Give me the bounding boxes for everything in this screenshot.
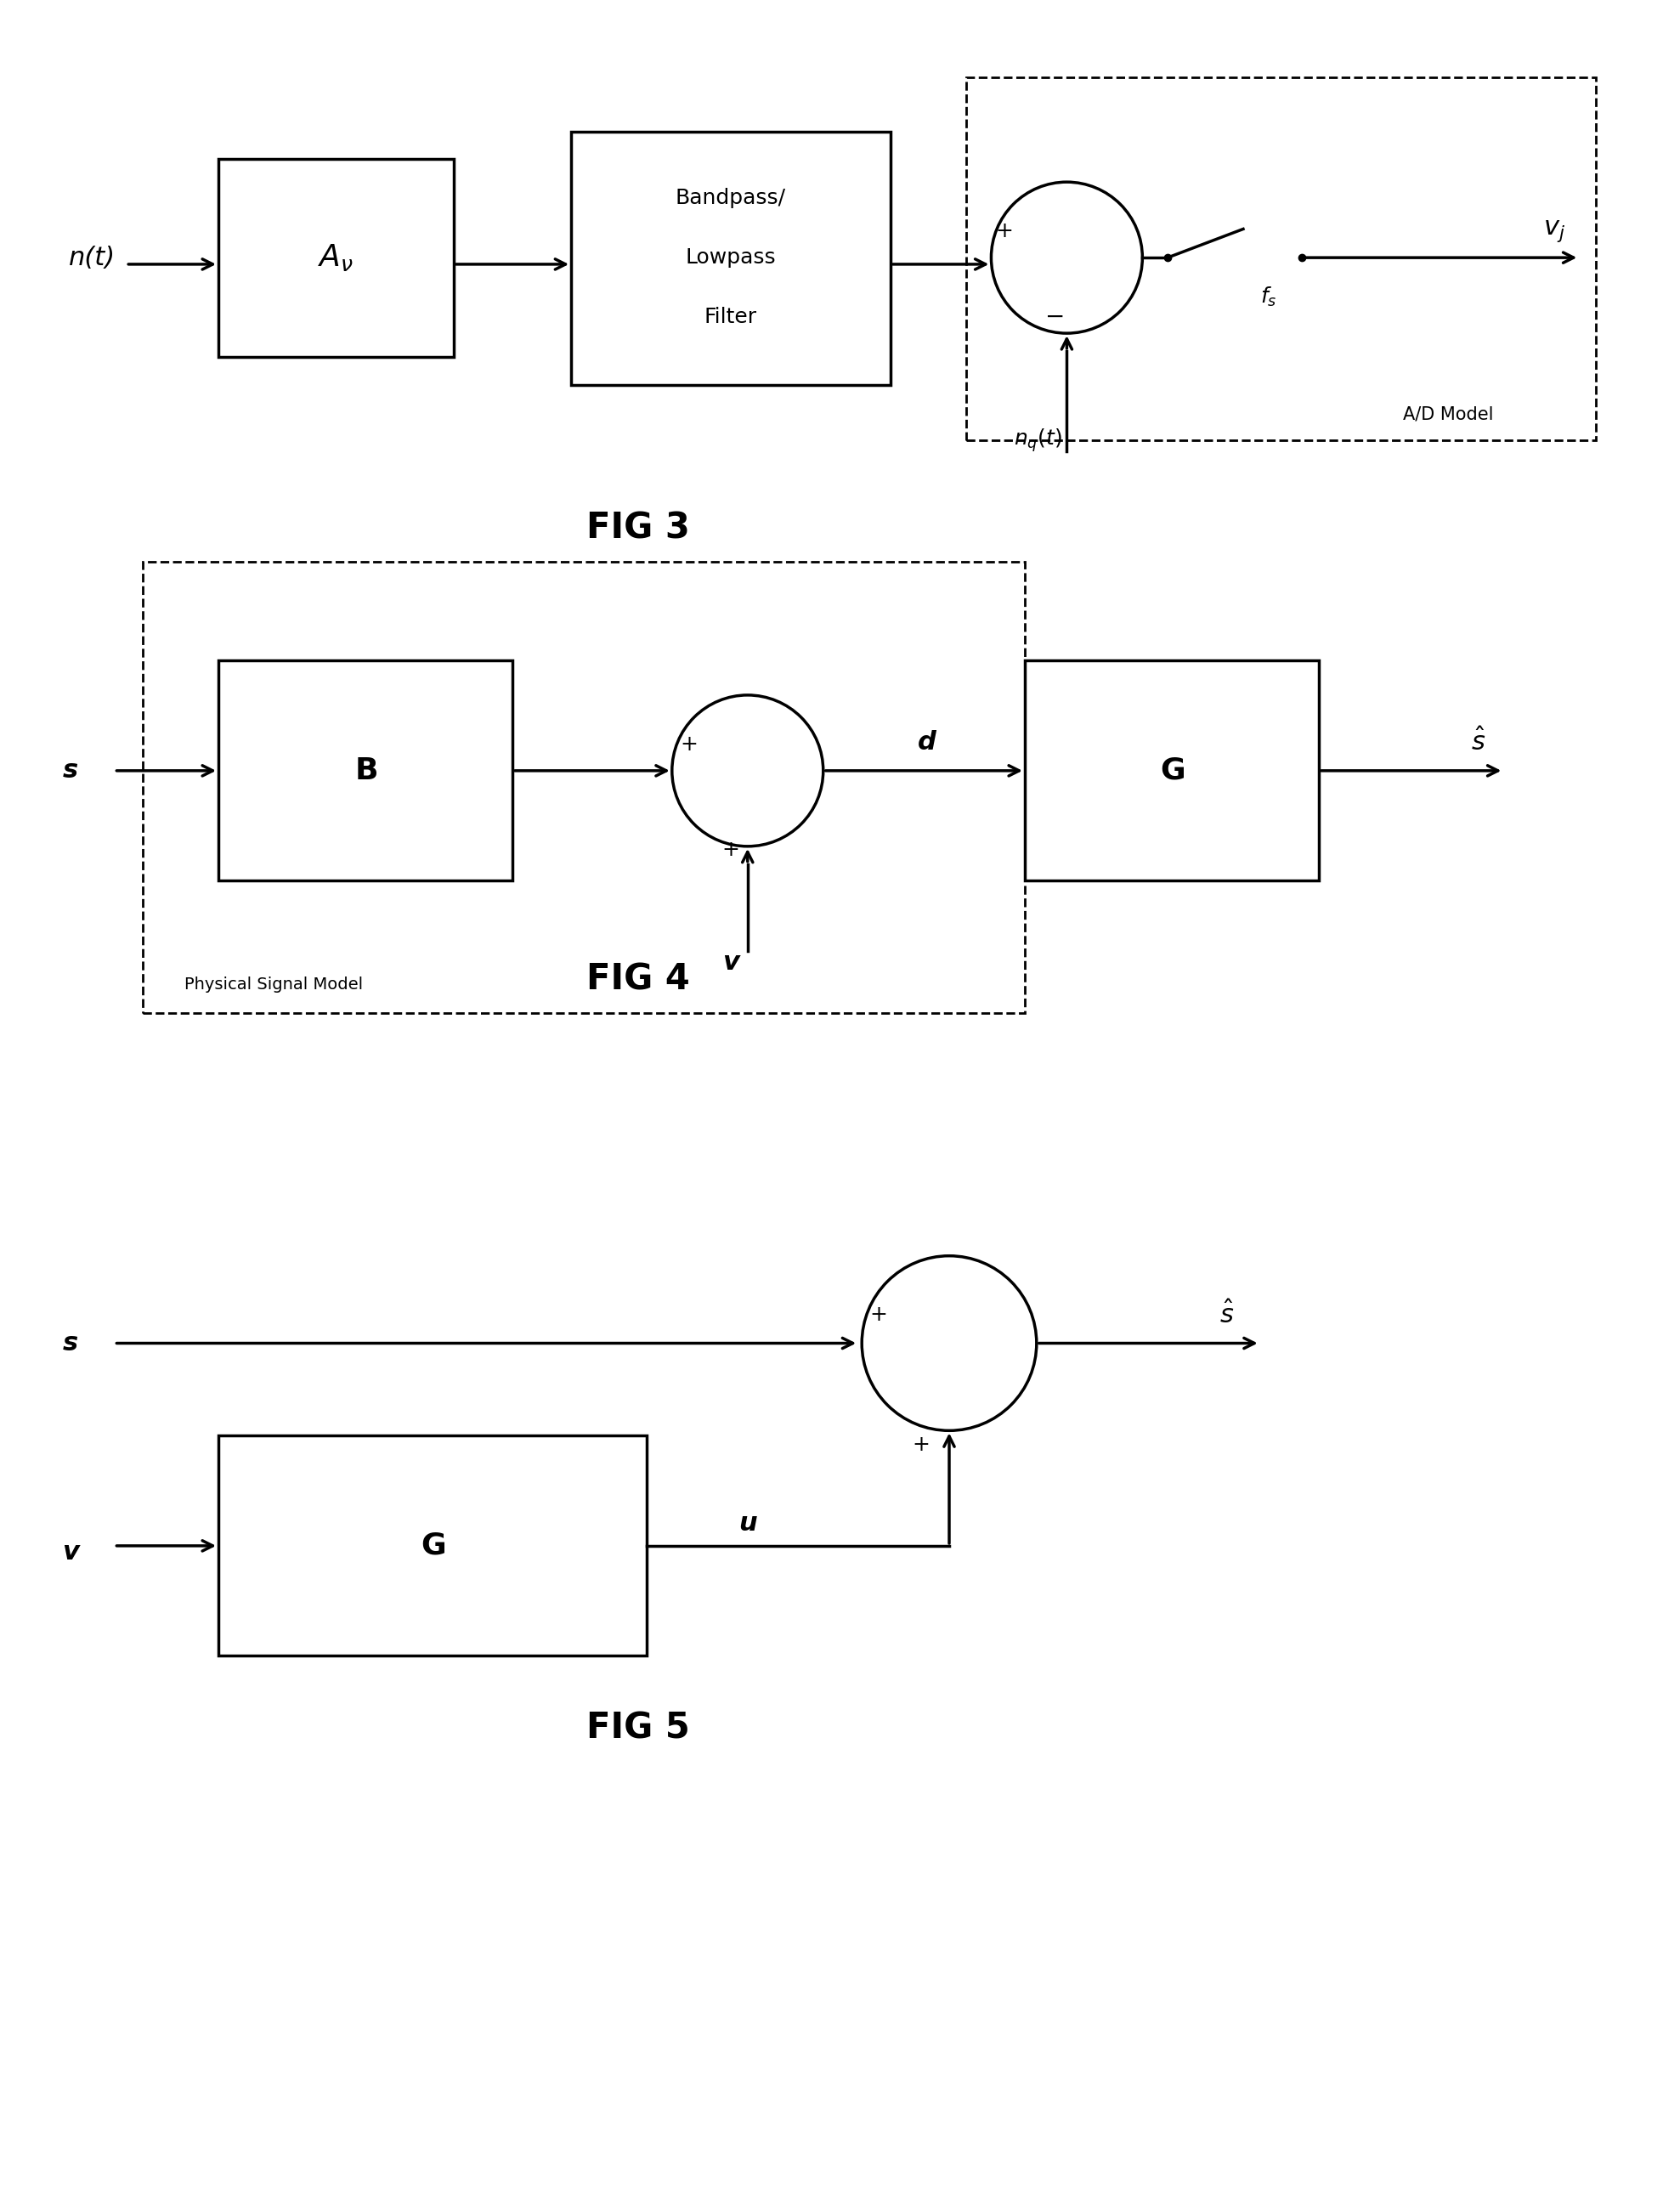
Text: G: G	[1161, 755, 1184, 786]
Text: $v_{j}$: $v_{j}$	[1542, 218, 1566, 244]
Text: +: +	[680, 733, 697, 755]
Bar	[218, 661, 512, 881]
Text: d: d	[917, 729, 937, 755]
Bar	[218, 1436, 647, 1656]
Text: v: v	[62, 1539, 79, 1566]
Text: $\hat{s}$: $\hat{s}$	[1472, 729, 1485, 755]
Text: $n_{q}(t)$: $n_{q}(t)$	[1015, 427, 1062, 454]
Text: FIG 3: FIG 3	[586, 511, 690, 546]
Bar	[218, 159, 454, 357]
Ellipse shape	[862, 1255, 1037, 1431]
Bar	[966, 77, 1596, 440]
Text: B: B	[354, 755, 378, 786]
Text: Bandpass/: Bandpass/	[675, 187, 786, 209]
Text: Physical Signal Model: Physical Signal Model	[185, 975, 363, 993]
Ellipse shape	[991, 183, 1142, 333]
Text: +: +	[722, 839, 739, 861]
Text: $\hat{s}$: $\hat{s}$	[1220, 1301, 1233, 1328]
Text: FIG 4: FIG 4	[586, 962, 690, 998]
Text: v: v	[722, 949, 739, 975]
Ellipse shape	[672, 696, 823, 846]
Text: Filter: Filter	[704, 306, 758, 328]
Text: u: u	[738, 1511, 758, 1537]
Text: G: G	[422, 1530, 445, 1561]
Text: s: s	[62, 1330, 79, 1356]
Text: A/D Model: A/D Model	[1403, 405, 1494, 423]
Text: −: −	[1045, 306, 1065, 328]
Text: $f_{s}$: $f_{s}$	[1260, 286, 1277, 308]
Bar	[143, 562, 1025, 1013]
Text: +: +	[912, 1434, 929, 1456]
Text: $A_{\nu}$: $A_{\nu}$	[318, 242, 354, 273]
Text: Lowpass: Lowpass	[685, 247, 776, 269]
Bar	[571, 132, 890, 385]
Text: FIG 5: FIG 5	[586, 1711, 690, 1746]
Text: +: +	[996, 220, 1013, 242]
Bar	[1025, 661, 1319, 881]
Text: s: s	[62, 757, 79, 784]
Text: n(t): n(t)	[69, 244, 116, 271]
Text: +: +	[870, 1304, 887, 1326]
